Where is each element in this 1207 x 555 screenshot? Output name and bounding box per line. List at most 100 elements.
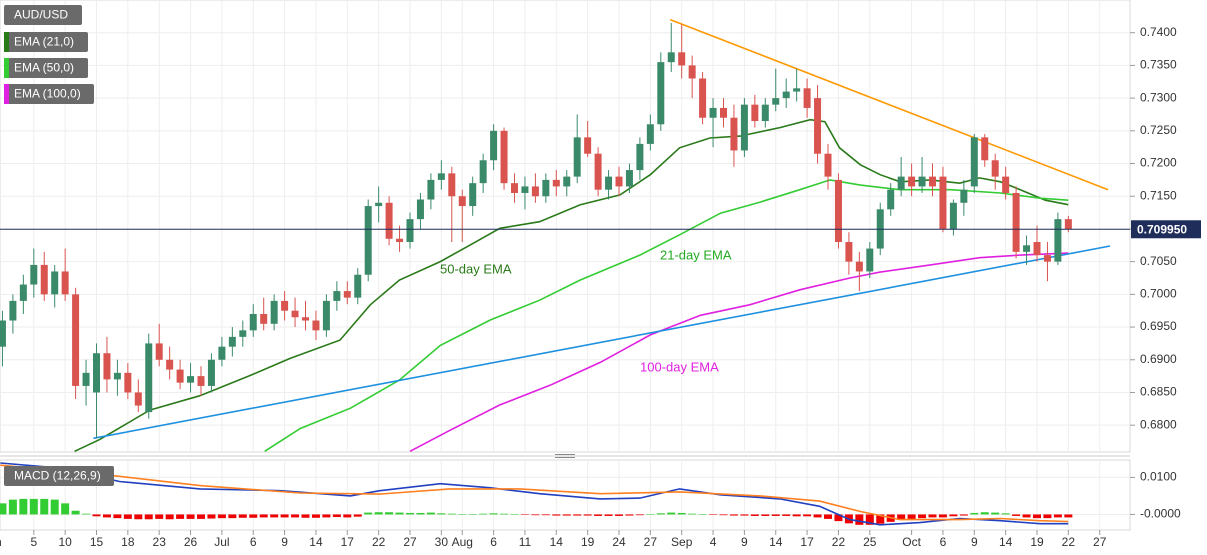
candle-body [228, 336, 236, 347]
macd-histogram-bar [938, 514, 947, 518]
legend-label: EMA (50,0) [14, 61, 74, 75]
macd-histogram-bar [291, 514, 300, 518]
y-tick-label: 0.7300 [1140, 90, 1177, 104]
legend-label: EMA (21,0) [14, 35, 74, 49]
candle-body [124, 372, 132, 393]
candle-body [584, 137, 592, 154]
x-tick-label: 5 [30, 535, 37, 549]
macd-histogram-bar [311, 514, 320, 518]
macd-histogram-bar [228, 514, 237, 519]
candle-body [887, 189, 895, 210]
y-tick-label: 0.7000 [1140, 287, 1177, 301]
candle-body [155, 343, 163, 360]
trendline [669, 18, 1109, 191]
candle-body [72, 294, 80, 386]
candle-body [0, 320, 6, 347]
macd-histogram-bar [71, 510, 80, 515]
candle-body [469, 183, 477, 207]
candle-body [594, 153, 602, 190]
candle-body [260, 313, 268, 324]
macd-histogram-bar [677, 512, 686, 515]
candle-body [166, 359, 174, 370]
candle-body [333, 291, 341, 301]
macd-histogram-bar [364, 512, 373, 515]
candle-body [218, 346, 226, 360]
x-tick-label: 6 [250, 535, 257, 549]
macd-histogram-bar [207, 514, 216, 519]
x-tick-label: Sep [671, 535, 693, 549]
candle-body [521, 186, 529, 193]
macd-histogram-bar [238, 514, 247, 518]
macd-histogram-bar [1012, 514, 1021, 516]
macd-histogram-bar [301, 514, 310, 518]
y-tick-label: 0.6900 [1140, 352, 1177, 366]
candle-body [949, 202, 957, 229]
candle-body [61, 271, 69, 295]
macd-histogram-bar [61, 503, 70, 515]
candle-body [824, 153, 832, 177]
macd-histogram-bar [928, 514, 937, 518]
candle-body [9, 300, 17, 321]
macd-histogram-bar [144, 514, 153, 520]
candle-body [573, 137, 581, 177]
macd-histogram-bar [270, 514, 279, 518]
candle-body [249, 313, 257, 331]
x-tick-label: 22 [372, 535, 386, 549]
macd-histogram-bar [907, 514, 916, 519]
macd-histogram-bar [176, 514, 185, 519]
main-plot: 50-day EMA 21-day EMA 100-day EMA [0, 18, 1130, 452]
macd-histogram-bar [123, 514, 132, 519]
candle-body [636, 143, 644, 171]
candle-body [803, 88, 811, 108]
macd-histogram-bar [468, 514, 477, 515]
x-tick-label: Jul [214, 535, 229, 549]
candle-body [542, 179, 550, 197]
macd-histogram-bar [353, 514, 362, 517]
candle-body [761, 104, 769, 122]
candle-body [51, 271, 59, 295]
legend-label: MACD (12,26,9) [14, 469, 101, 483]
macd-histogram-bar [531, 514, 540, 516]
macd-plot [0, 462, 1073, 526]
candle-body [103, 353, 111, 380]
candle-body [427, 179, 435, 200]
x-tick-label: 6 [490, 535, 497, 549]
macd-histogram-bar [625, 514, 634, 516]
candle-body [845, 242, 853, 262]
x-tick-label: 10 [58, 535, 72, 549]
x-tick-label: 4 [710, 535, 717, 549]
candle-body [1043, 255, 1051, 262]
macd-histogram-bar [249, 514, 258, 518]
macd-histogram-bar [761, 514, 770, 516]
candle-body [302, 317, 309, 321]
macd-histogram-bar [562, 514, 571, 516]
x-tick-label: 22 [1062, 535, 1076, 549]
candle-body [500, 130, 508, 184]
candle-body [1033, 242, 1041, 256]
annotation: 100-day EMA [640, 359, 719, 374]
macd-histogram-bar [635, 514, 644, 516]
y-tick-label: 0.7200 [1140, 156, 1177, 170]
macd-histogram-bar [19, 498, 28, 515]
candle-body [563, 176, 571, 187]
x-tick-label: 27 [644, 535, 658, 549]
candle-body [772, 98, 780, 105]
candle-body [531, 186, 539, 197]
x-tick-label: 14 [769, 535, 783, 549]
x-tick-label: 14 [550, 535, 564, 549]
candle-body [751, 104, 759, 122]
candle-body [991, 160, 999, 177]
divider-grip[interactable] [555, 454, 575, 458]
macd-histogram-bar [1064, 514, 1073, 518]
macd-histogram-bar [102, 514, 111, 518]
macd-histogram-bar [197, 514, 205, 519]
macd-histogram-bar [698, 514, 707, 515]
x-tick-label: 19 [581, 535, 595, 549]
x-tick-label: 9 [971, 535, 978, 549]
macd-histogram-bar [709, 514, 718, 515]
y-tick-label: 0.0100 [1140, 470, 1177, 484]
macd-histogram-bar [447, 513, 456, 515]
macd-histogram-bar [615, 514, 623, 516]
